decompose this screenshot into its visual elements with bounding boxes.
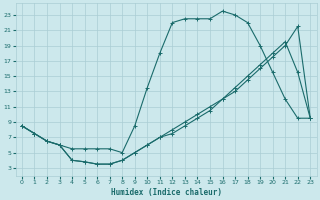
X-axis label: Humidex (Indice chaleur): Humidex (Indice chaleur) bbox=[111, 188, 221, 197]
